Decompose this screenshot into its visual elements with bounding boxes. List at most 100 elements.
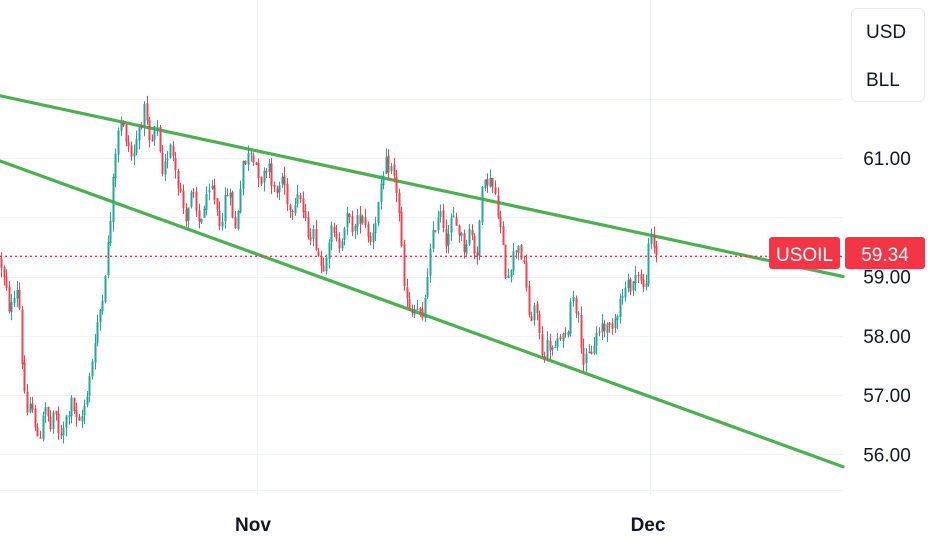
- candle-body: [104, 275, 107, 303]
- candle-body: [343, 228, 346, 241]
- last-price-label: 59.34: [861, 245, 909, 266]
- candle-body: [494, 187, 497, 194]
- time-tick-label: Nov: [235, 515, 271, 536]
- candle-body: [143, 103, 146, 128]
- candle-body: [372, 232, 375, 243]
- candle-body: [442, 209, 445, 228]
- candle-body: [434, 230, 437, 232]
- candle-body: [317, 251, 320, 256]
- candle-body: [567, 332, 570, 336]
- price-tick-label: 59.00: [863, 268, 911, 289]
- candle-body: [320, 256, 323, 266]
- candle-body: [647, 243, 650, 285]
- candle-body: [471, 229, 474, 236]
- candle-body: [497, 195, 500, 218]
- candle-body: [450, 218, 453, 233]
- candle-body: [322, 265, 325, 272]
- unit-label[interactable]: BLL: [866, 70, 900, 91]
- candle-body: [416, 308, 419, 310]
- candle-body: [177, 171, 180, 189]
- candle-body: [231, 192, 234, 218]
- candle-body: [637, 274, 640, 276]
- candle-body: [213, 185, 216, 200]
- candle-body: [281, 176, 284, 184]
- candle-body: [205, 193, 208, 210]
- grid-lines: [0, 0, 843, 495]
- candle-body: [174, 157, 177, 171]
- candle-body: [588, 351, 591, 353]
- candle-body: [411, 310, 414, 314]
- candle-body: [127, 141, 130, 147]
- candle-body: [447, 233, 450, 246]
- candle-body: [549, 340, 552, 351]
- candle-body: [172, 145, 175, 157]
- candles: [0, 95, 658, 444]
- candle-body: [0, 258, 3, 268]
- candle-body: [109, 220, 112, 244]
- candle-body: [307, 217, 310, 238]
- candle-body: [73, 397, 76, 411]
- candle-body: [616, 316, 619, 320]
- candle-body: [627, 279, 630, 289]
- candle-body: [21, 309, 24, 365]
- time-axis[interactable]: Nov Dec: [235, 515, 666, 536]
- candle-body: [608, 322, 611, 325]
- candle-body: [408, 299, 411, 310]
- candle-body: [299, 195, 302, 200]
- candle-body: [200, 219, 203, 223]
- currency-label[interactable]: USD: [866, 22, 907, 43]
- candle-body: [255, 162, 258, 165]
- candle-body: [569, 302, 572, 334]
- candle-body: [510, 270, 513, 278]
- candle-body: [270, 163, 273, 186]
- candle-body: [36, 427, 39, 437]
- candle-body: [68, 415, 71, 417]
- candle-body: [151, 139, 154, 142]
- price-labels: USOIL 59.34: [769, 237, 925, 269]
- candle-body: [242, 161, 245, 189]
- candle-body: [252, 155, 255, 163]
- candle-body: [385, 157, 388, 174]
- candle-body: [502, 226, 505, 245]
- candle-body: [146, 103, 149, 121]
- price-tick-label: 61.00: [863, 149, 911, 170]
- candle-body: [341, 241, 344, 249]
- candle-body: [273, 185, 276, 188]
- currency-unit-selector[interactable]: USD BLL: [851, 8, 925, 102]
- candle-body: [528, 286, 531, 315]
- candle-body: [367, 224, 370, 237]
- price-axis[interactable]: 56.00 57.00 58.00 59.00 61.00: [863, 149, 911, 466]
- candle-body: [133, 153, 136, 157]
- candle-body: [463, 233, 466, 252]
- candle-body: [632, 281, 635, 291]
- candle-body: [611, 323, 614, 329]
- candle-body: [229, 192, 232, 198]
- candle-body: [237, 211, 240, 229]
- candle-body: [62, 427, 65, 436]
- candle-body: [572, 296, 575, 302]
- candle-body: [525, 262, 528, 288]
- candle-body: [499, 217, 502, 227]
- candle-body: [520, 244, 523, 260]
- candle-body: [10, 302, 13, 313]
- candle-body: [156, 126, 159, 128]
- candle-body: [49, 416, 52, 429]
- candle-body: [3, 267, 6, 278]
- candle-body: [543, 356, 546, 360]
- candle-body: [455, 217, 458, 226]
- candle-body: [478, 220, 481, 256]
- candle-body: [164, 161, 167, 175]
- price-tick-label: 57.00: [863, 386, 911, 407]
- candle-body: [169, 144, 172, 158]
- candle-body: [185, 208, 188, 222]
- candle-body: [624, 287, 627, 298]
- channel-upper-line[interactable]: [0, 94, 845, 279]
- candle-body: [57, 413, 60, 434]
- candle-body: [52, 412, 55, 429]
- candle-body: [603, 323, 606, 332]
- candle-body: [75, 410, 78, 418]
- price-tick-label: 58.00: [863, 327, 911, 348]
- candle-body: [130, 145, 133, 157]
- candle-body: [83, 405, 86, 416]
